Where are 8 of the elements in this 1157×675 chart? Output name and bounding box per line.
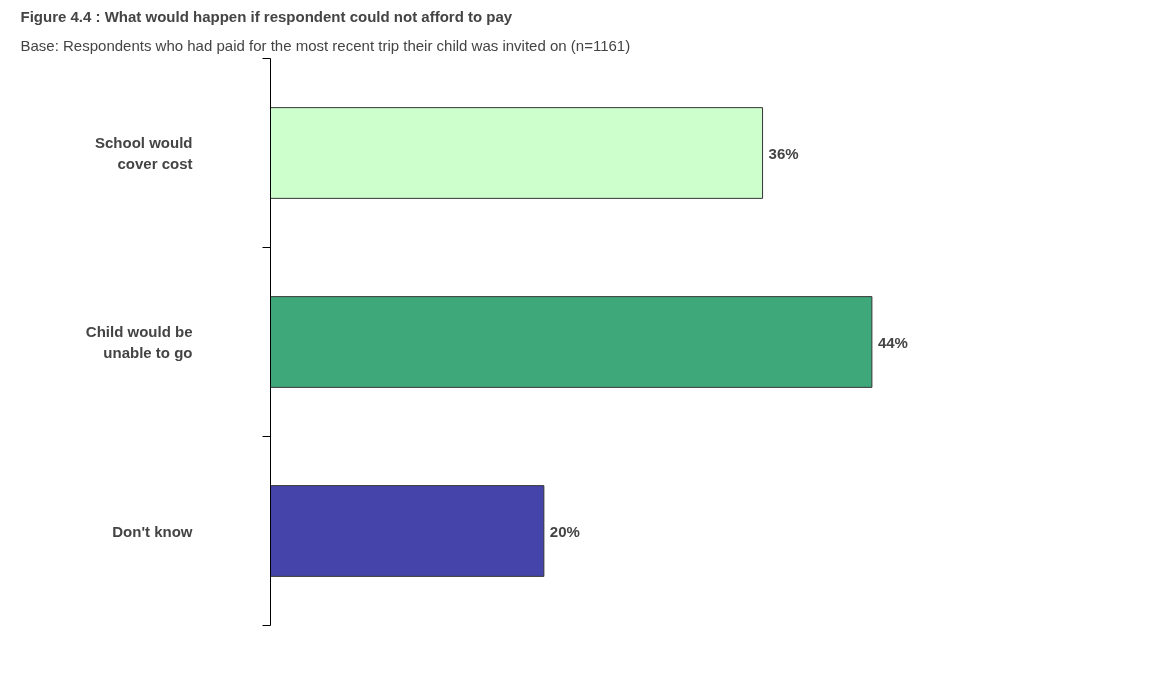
chart-title: Figure 4.4 : What would happen if respondent could not afford to pay (20, 7, 513, 25)
data-label: 20% (549, 522, 580, 540)
y-tick-label: Child would be unable to go (85, 323, 193, 361)
chart-subtitle: Base: Respondents who had paid for the most recent trip their child was invited on (n=1161) (20, 36, 631, 54)
data-label: 36% (768, 144, 799, 162)
y-tick-label: Don't know (112, 522, 193, 540)
y-tick-label: School would cover cost (95, 134, 193, 172)
data-label: 44% (877, 333, 908, 351)
